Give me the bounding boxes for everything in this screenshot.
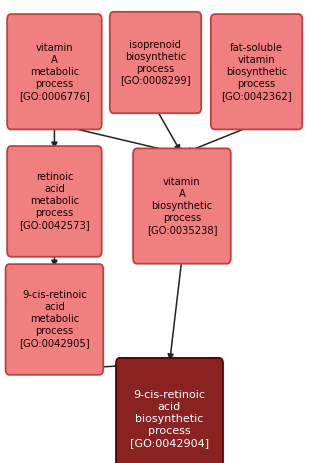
FancyBboxPatch shape (133, 148, 231, 263)
FancyBboxPatch shape (116, 358, 223, 463)
FancyBboxPatch shape (110, 12, 201, 113)
Text: vitamin
A
metabolic
process
[GO:0006776]: vitamin A metabolic process [GO:0006776] (19, 43, 90, 101)
Text: retinoic
acid
metabolic
process
[GO:0042573]: retinoic acid metabolic process [GO:0042… (19, 172, 90, 231)
FancyBboxPatch shape (211, 14, 302, 130)
FancyBboxPatch shape (6, 264, 103, 375)
Text: 9-cis-retinoic
acid
biosynthetic
process
[GO:0042904]: 9-cis-retinoic acid biosynthetic process… (130, 390, 209, 448)
FancyBboxPatch shape (7, 14, 102, 130)
FancyBboxPatch shape (7, 146, 102, 257)
Text: fat-soluble
vitamin
biosynthetic
process
[GO:0042362]: fat-soluble vitamin biosynthetic process… (221, 43, 292, 101)
Text: vitamin
A
biosynthetic
process
[GO:0035238]: vitamin A biosynthetic process [GO:00352… (147, 177, 217, 235)
Text: 9-cis-retinoic
acid
metabolic
process
[GO:0042905]: 9-cis-retinoic acid metabolic process [G… (19, 290, 90, 349)
Text: isoprenoid
biosynthetic
process
[GO:0008299]: isoprenoid biosynthetic process [GO:0008… (120, 39, 191, 86)
